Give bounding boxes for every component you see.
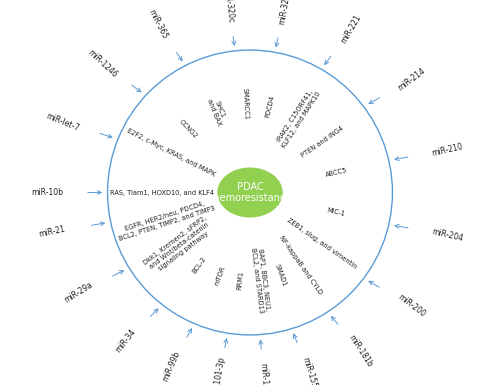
Text: miR-320c: miR-320c	[222, 0, 235, 23]
Text: miR-34: miR-34	[114, 328, 138, 355]
Text: CCNG2: CCNG2	[178, 119, 199, 139]
Text: PDAC
chemoresistance: PDAC chemoresistance	[208, 182, 292, 203]
Text: miR-320a: miR-320a	[278, 0, 293, 25]
Text: BAP1, BBC3, NEU1,
BCL2, and STARD13: BAP1, BBC3, NEU1, BCL2, and STARD13	[250, 247, 271, 314]
Text: mTOR: mTOR	[214, 265, 226, 286]
Text: E2F2, c-Myc, KRAS, and MAPK: E2F2, c-Myc, KRAS, and MAPK	[126, 127, 216, 177]
Text: miR-125b: miR-125b	[258, 362, 270, 385]
Text: ABCC5: ABCC5	[324, 167, 347, 178]
Text: miR-204: miR-204	[430, 227, 464, 243]
Text: MIC-1: MIC-1	[326, 208, 346, 218]
Text: miR-214: miR-214	[396, 66, 427, 92]
Text: miR-365: miR-365	[147, 8, 170, 41]
Text: miR-let-7: miR-let-7	[44, 111, 80, 132]
Text: miR-221: miR-221	[340, 13, 363, 45]
Text: ZEB1, slug, and vimentin: ZEB1, slug, and vimentin	[286, 217, 358, 270]
Text: miR-101-3p: miR-101-3p	[210, 356, 226, 385]
Text: miR-210: miR-210	[430, 142, 464, 158]
Text: SHC1
and BAX: SHC1 and BAX	[206, 95, 228, 126]
Text: RRM1: RRM1	[237, 271, 244, 290]
Text: BCL-2: BCL-2	[192, 255, 208, 275]
Text: miR-21: miR-21	[38, 224, 66, 239]
Text: miR-99b: miR-99b	[160, 350, 182, 383]
Text: PTEN and ING4: PTEN and ING4	[300, 125, 344, 159]
Text: EGFR, HER2/neu, PDCD4,
BCL2, PTEN, TIMP2, and TIMP3: EGFR, HER2/neu, PDCD4, BCL2, PTEN, TIMP2…	[116, 198, 216, 241]
Text: Dkk1, Kremen2, sFRP2,
and Wnt/beta-catenin
signaling pathway: Dkk1, Kremen2, sFRP2, and Wnt/beta-caten…	[142, 214, 216, 277]
Text: miR-155: miR-155	[300, 356, 318, 385]
Text: SMAD1: SMAD1	[274, 263, 287, 288]
Text: IRAK2, C15ORF41,
KLF12, and MAPK10: IRAK2, C15ORF41, KLF12, and MAPK10	[275, 87, 322, 149]
Ellipse shape	[218, 167, 282, 218]
Text: SMARCC1: SMARCC1	[242, 88, 249, 121]
Text: miR-1246: miR-1246	[86, 48, 118, 80]
Text: miR-200: miR-200	[396, 293, 427, 319]
Text: NF-kappaB and CYLD: NF-kappaB and CYLD	[278, 234, 323, 295]
Text: PDCD4: PDCD4	[264, 95, 276, 118]
Text: RAS, Tiam1, HOXD10, and KLF4: RAS, Tiam1, HOXD10, and KLF4	[110, 189, 214, 196]
Text: miR-181b: miR-181b	[346, 333, 374, 368]
Text: miR-29a: miR-29a	[62, 280, 94, 305]
Text: miR-10b: miR-10b	[32, 188, 64, 197]
